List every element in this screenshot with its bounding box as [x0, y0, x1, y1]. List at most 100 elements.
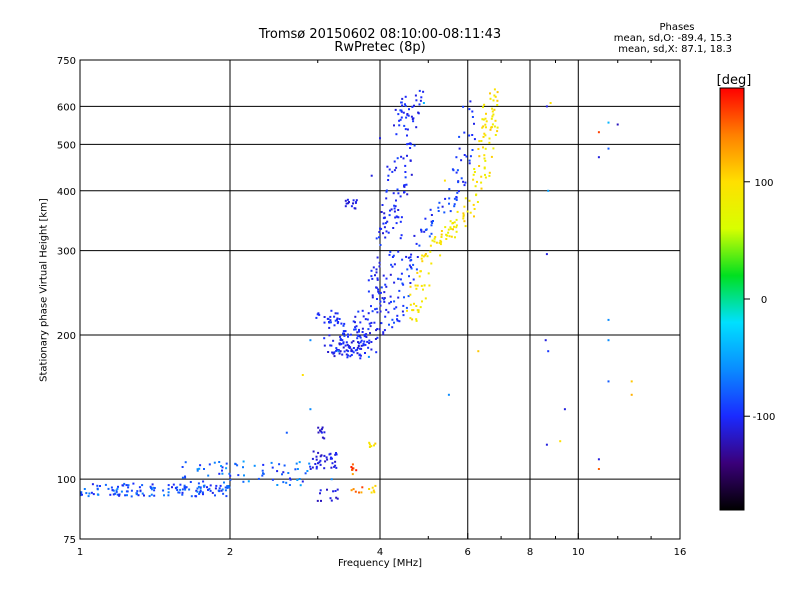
- data-point: [270, 461, 273, 464]
- data-point: [393, 300, 396, 303]
- data-point: [167, 494, 170, 497]
- data-point: [496, 126, 499, 129]
- data-point: [428, 284, 431, 287]
- data-point: [400, 155, 403, 158]
- data-point: [423, 284, 426, 287]
- data-point: [485, 112, 487, 115]
- data-point: [488, 171, 491, 174]
- data-point: [494, 134, 497, 136]
- data-point: [199, 487, 202, 490]
- data-point: [453, 225, 455, 228]
- data-point: [456, 191, 459, 194]
- data-point: [345, 341, 348, 344]
- data-point: [364, 352, 366, 354]
- data-point: [344, 344, 347, 347]
- data-point: [333, 465, 336, 468]
- data-point: [397, 296, 400, 299]
- data-point: [491, 110, 494, 113]
- data-point: [368, 339, 371, 342]
- data-point: [368, 488, 371, 490]
- data-point: [148, 495, 151, 498]
- data-point: [392, 254, 395, 257]
- data-point: [340, 322, 343, 325]
- data-point: [420, 284, 423, 287]
- data-point: [488, 174, 491, 177]
- data-point: [370, 491, 373, 494]
- data-point: [597, 458, 600, 461]
- data-point: [209, 484, 212, 487]
- data-point: [488, 137, 491, 140]
- data-point: [393, 207, 396, 210]
- data-point: [262, 472, 265, 475]
- data-point: [416, 284, 419, 287]
- data-point: [181, 493, 184, 496]
- data-point: [153, 489, 156, 492]
- data-point: [483, 167, 486, 170]
- data-point: [329, 457, 332, 460]
- data-point: [413, 234, 416, 237]
- data-point: [352, 488, 355, 491]
- data-point: [318, 461, 321, 464]
- data-point: [419, 306, 422, 309]
- data-point: [195, 489, 198, 492]
- data-point: [338, 352, 341, 355]
- data-point: [375, 329, 378, 332]
- data-point: [399, 220, 402, 223]
- data-point: [418, 244, 421, 247]
- data-point: [116, 487, 119, 490]
- data-point: [547, 350, 550, 353]
- data-point: [387, 179, 390, 181]
- data-point: [393, 124, 395, 127]
- data-point: [401, 97, 404, 100]
- data-point: [380, 322, 383, 325]
- data-point: [402, 111, 405, 114]
- data-point: [421, 260, 424, 263]
- data-point: [321, 426, 324, 429]
- data-point: [448, 202, 450, 205]
- data-point: [476, 201, 479, 203]
- data-point: [441, 205, 444, 208]
- data-point: [424, 254, 427, 257]
- data-point: [397, 113, 400, 116]
- data-point: [404, 164, 407, 167]
- data-point: [320, 428, 323, 431]
- data-point: [395, 133, 398, 136]
- data-point: [181, 491, 184, 494]
- y-tick-label: 200: [57, 331, 76, 342]
- data-point: [203, 468, 205, 470]
- data-point: [462, 105, 465, 108]
- data-point: [455, 226, 458, 229]
- data-point: [334, 460, 337, 463]
- data-point: [199, 486, 202, 489]
- data-point: [203, 484, 206, 487]
- data-point: [455, 156, 458, 159]
- data-point: [384, 315, 387, 318]
- data-point: [367, 355, 370, 358]
- data-point: [179, 488, 182, 491]
- data-point: [296, 479, 299, 481]
- data-point: [365, 336, 368, 338]
- data-point: [136, 490, 139, 493]
- data-point: [450, 227, 453, 230]
- data-point: [360, 344, 363, 347]
- data-point: [440, 230, 443, 232]
- data-point: [421, 300, 423, 303]
- data-point: [384, 283, 387, 286]
- data-point: [409, 282, 412, 284]
- data-point: [196, 490, 199, 493]
- data-point: [383, 226, 386, 229]
- data-point: [342, 346, 345, 349]
- data-point: [81, 493, 83, 496]
- data-point: [335, 452, 337, 454]
- data-point: [197, 485, 200, 488]
- data-point: [414, 284, 417, 287]
- data-point: [207, 474, 210, 477]
- data-point: [478, 155, 481, 158]
- data-point: [351, 350, 354, 353]
- data-point: [326, 488, 328, 491]
- data-point: [361, 486, 364, 489]
- data-point: [373, 321, 376, 324]
- data-point: [473, 168, 476, 170]
- data-point: [412, 120, 415, 123]
- data-point: [150, 486, 152, 489]
